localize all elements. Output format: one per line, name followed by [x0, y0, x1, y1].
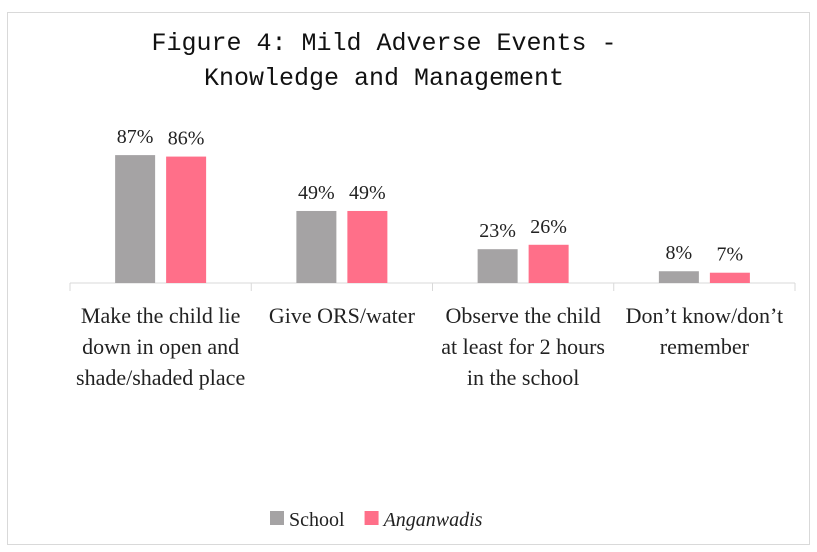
data-label: 86%	[168, 128, 205, 150]
bar	[477, 249, 518, 283]
x-tick-label: Make the child lie down in open and shad…	[76, 303, 246, 390]
bar	[296, 210, 337, 283]
bar	[166, 156, 207, 283]
data-label: 87%	[117, 126, 154, 148]
legend-swatch	[364, 511, 379, 525]
data-label: 49%	[298, 182, 335, 204]
x-tick-label: Give ORS/water	[268, 303, 415, 328]
bar	[347, 210, 388, 283]
bar	[115, 155, 156, 283]
legend-label: School	[289, 509, 345, 531]
x-tick-label: Don’t know/don’t remember	[625, 303, 784, 359]
data-label: 49%	[349, 182, 386, 204]
bar	[709, 272, 750, 283]
data-label: 26%	[530, 216, 567, 238]
legend-swatch	[270, 511, 284, 525]
data-label: 8%	[666, 242, 693, 264]
chart-title: Figure 4: Mild Adverse Events -Knowledge…	[151, 29, 616, 93]
data-label: 23%	[479, 220, 516, 242]
legend-label: Anganwadis	[382, 509, 483, 531]
bar	[658, 271, 699, 283]
data-label: 7%	[717, 244, 744, 266]
x-tick-label: Observe the child at least for 2 hours i…	[441, 303, 605, 390]
bar	[528, 244, 569, 283]
